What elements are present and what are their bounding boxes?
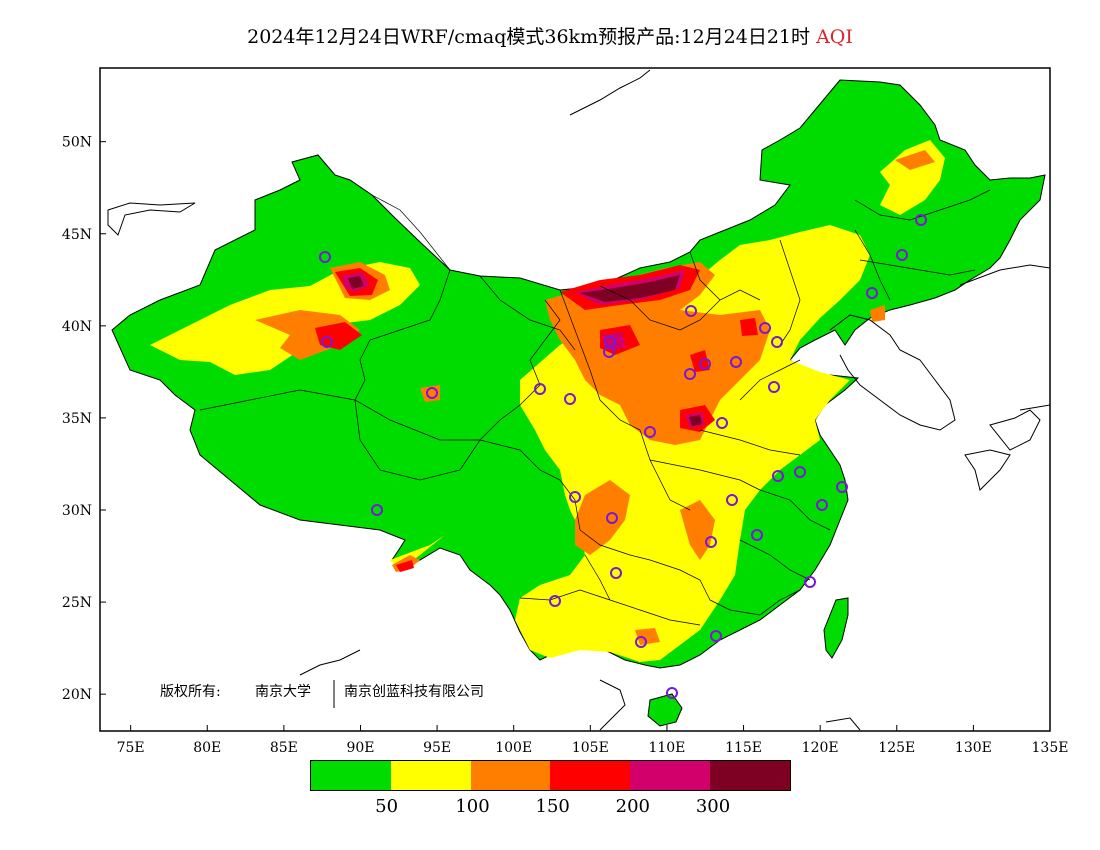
station-marker	[699, 358, 711, 370]
y-tick-label: 40N	[62, 319, 92, 335]
copyright-prefix: 版权所有:	[160, 684, 221, 700]
colorbar-segment	[311, 761, 391, 790]
x-tick-label: 90E	[346, 740, 374, 756]
copyright-org-1: 南京大学	[255, 684, 311, 700]
colorbar-segment	[470, 761, 551, 790]
hainan-island	[647, 693, 683, 727]
station-marker	[768, 381, 780, 393]
station-marker	[635, 636, 647, 648]
x-tick-label: 85E	[270, 740, 298, 756]
x-tick-label: 130E	[955, 740, 992, 756]
station-marker	[772, 470, 784, 482]
y-tick-label: 45N	[62, 227, 92, 243]
x-tick-label: 105E	[572, 740, 609, 756]
x-tick-label: 135E	[1032, 740, 1069, 756]
plot-frame	[99, 67, 1051, 732]
station-marker	[866, 287, 878, 299]
station-marker	[794, 466, 806, 478]
x-tick-label: 75E	[117, 740, 145, 756]
station-marker	[426, 387, 438, 399]
colorbar-label: 300	[695, 796, 731, 817]
x-tick-label: 115E	[725, 740, 762, 756]
copyright-org-2: 南京创蓝科技有限公司	[344, 684, 484, 700]
province-boundaries	[199, 189, 991, 626]
y-tick-label: 35N	[62, 411, 92, 427]
station-marker	[751, 529, 763, 541]
y-tick-label: 20N	[62, 687, 92, 703]
station-marker	[705, 536, 717, 548]
aqi-colorbar	[310, 760, 791, 791]
map-title: 2024年12月24日WRF/cmaq模式36km预报产品:12月24日21时 …	[0, 22, 1100, 49]
station-marker	[684, 368, 696, 380]
station-marker	[710, 630, 722, 642]
station-marker	[534, 383, 546, 395]
station-marker	[549, 595, 561, 607]
colorbar-segment	[390, 761, 471, 790]
aqi-usg-regions	[255, 150, 935, 645]
station-marker	[604, 336, 616, 348]
station-marker	[564, 393, 576, 405]
station-marker	[759, 322, 771, 334]
x-axis: 75E 80E 85E 90E 95E 100E 105E 110E 115E 120E 125E 1…	[117, 725, 1069, 756]
station-marker	[836, 481, 848, 493]
title-main: 2024年12月24日WRF/cmaq模式36km预报产品:12月24日21时	[247, 26, 811, 48]
station-marker	[321, 336, 333, 348]
x-tick-label: 100E	[495, 740, 532, 756]
station-marker	[610, 567, 622, 579]
station-marker	[685, 305, 697, 317]
x-tick-label: 80E	[193, 740, 221, 756]
y-axis: 20N 25N 30N 35N 40N 45N 50N	[62, 135, 106, 703]
colorbar-label: 200	[615, 796, 651, 817]
x-tick-label: 125E	[878, 740, 915, 756]
colorbar-label: 100	[455, 796, 490, 817]
station-marker	[666, 687, 678, 699]
colorbar-segment	[550, 761, 631, 790]
station-marker	[896, 249, 908, 261]
station-marker	[371, 504, 383, 516]
colorbar-label: 150	[535, 796, 570, 817]
copyright-notice: 版权所有: 南京大学 南京创蓝科技有限公司	[160, 680, 484, 708]
y-tick-label: 50N	[62, 135, 92, 151]
neighbour-coastlines	[107, 69, 1050, 731]
station-marker	[730, 356, 742, 368]
station-marker	[816, 499, 828, 511]
title-variable: AQI	[816, 26, 853, 48]
colorbar-segment	[630, 761, 711, 790]
station-marker	[726, 494, 738, 506]
colorbar-label: 50	[375, 796, 399, 817]
station-marker	[569, 491, 581, 503]
station-marker	[771, 336, 783, 348]
station-marker	[716, 417, 728, 429]
station-marker	[644, 426, 656, 438]
station-marker	[319, 251, 331, 263]
monitoring-stations	[319, 214, 927, 699]
station-marker	[915, 214, 927, 226]
x-tick-label: 95E	[423, 740, 451, 756]
y-tick-label: 25N	[62, 595, 92, 611]
station-marker	[804, 576, 816, 588]
x-tick-label: 110E	[648, 740, 685, 756]
y-tick-label: 30N	[62, 503, 92, 519]
aqi-hazardous-regions	[348, 275, 702, 426]
x-tick-label: 120E	[802, 740, 839, 756]
colorbar-segment	[710, 761, 790, 790]
taiwan-island	[823, 597, 849, 659]
station-marker	[606, 512, 618, 524]
